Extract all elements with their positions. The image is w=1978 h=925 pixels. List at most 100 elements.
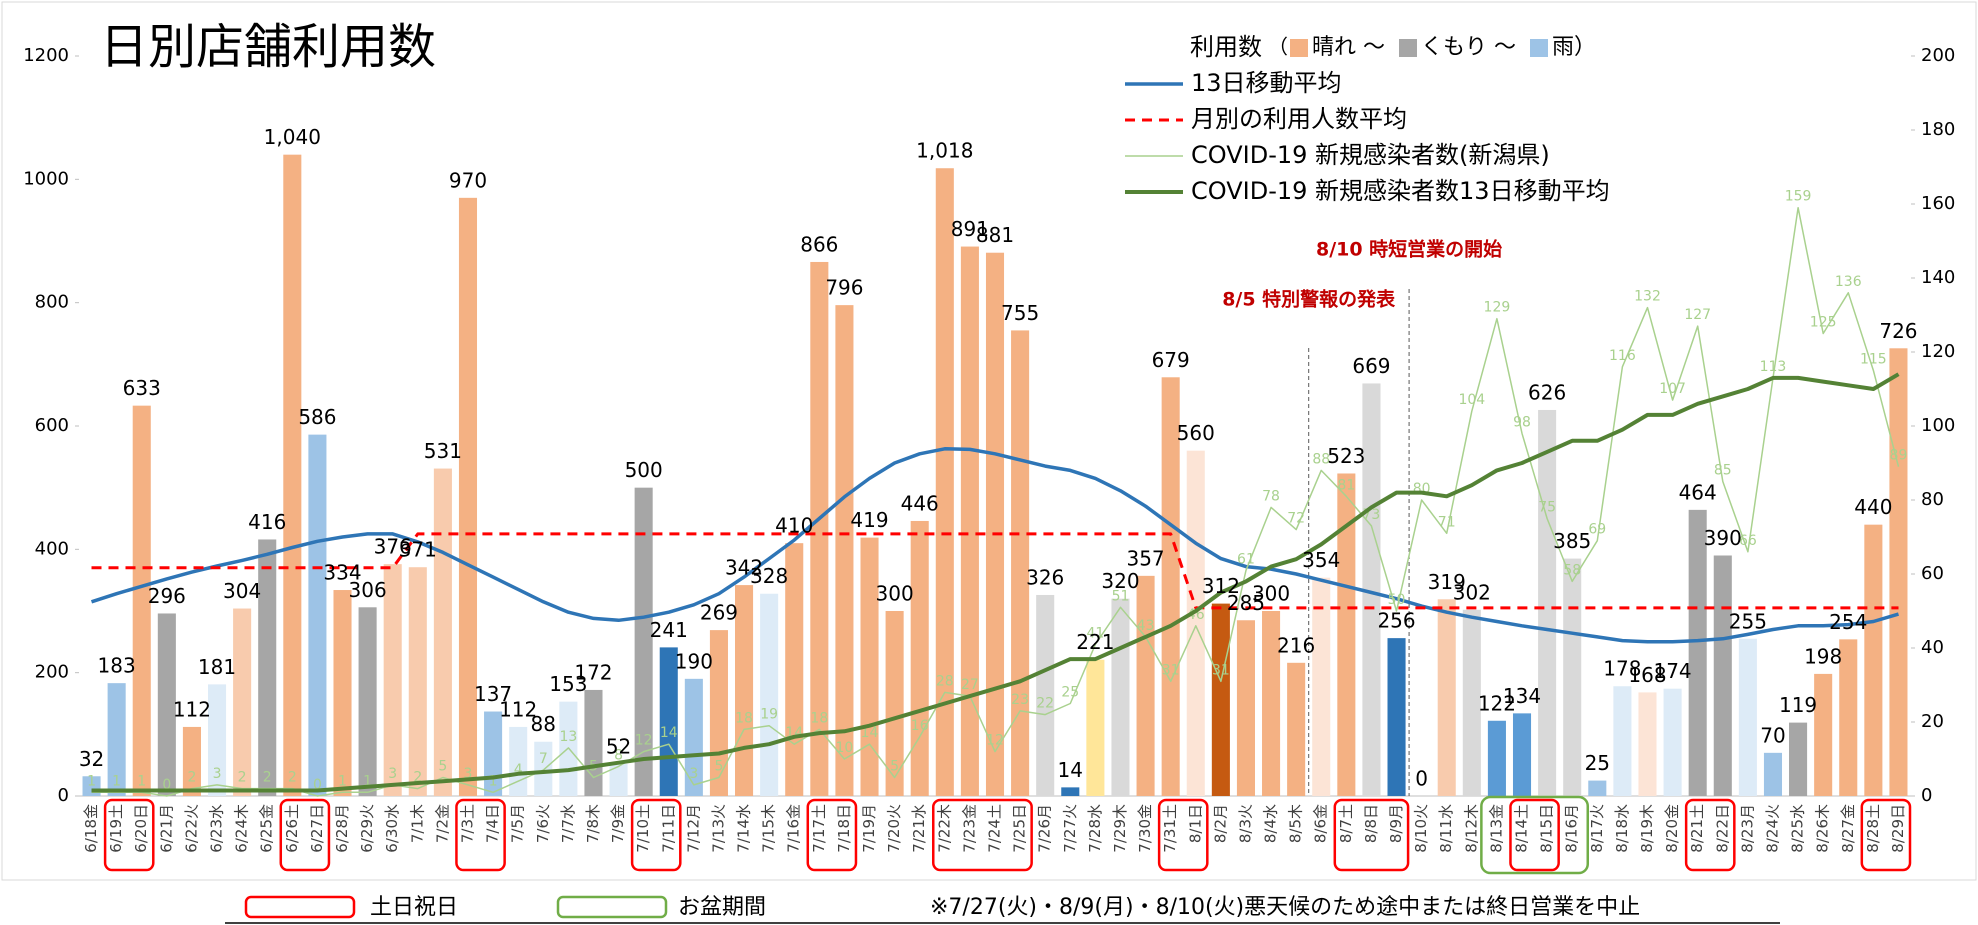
- x-tick-label: 7/22木: [935, 804, 953, 853]
- covid-label: 31: [1212, 662, 1230, 678]
- value-label: 183: [98, 654, 136, 678]
- value-label: 796: [825, 276, 863, 300]
- value-label: 328: [750, 564, 788, 588]
- value-label: 319: [1428, 570, 1466, 594]
- covid-label: 12: [635, 733, 653, 749]
- bar: [1186, 450, 1205, 796]
- bar: [1312, 577, 1331, 796]
- bar: [1563, 558, 1582, 796]
- x-tick-label: 7/29木: [1111, 804, 1129, 853]
- bar: [1111, 598, 1130, 796]
- x-tick-label: 6/23水: [208, 804, 226, 853]
- value-label: 357: [1126, 546, 1164, 570]
- bar: [1789, 722, 1808, 796]
- covid-label: 127: [1684, 307, 1711, 323]
- value-label: 390: [1704, 526, 1742, 550]
- bar: [885, 611, 904, 796]
- value-label: 531: [424, 439, 462, 463]
- legend-label: 晴れ ～: [1312, 35, 1385, 60]
- value-label: 464: [1679, 480, 1717, 504]
- x-tick-label: 8/4水: [1262, 804, 1280, 843]
- legend-swatch: [1530, 39, 1548, 57]
- holiday-box: [1157, 798, 1209, 872]
- y-tick-label: 1000: [23, 168, 69, 189]
- covid-label: 136: [1835, 274, 1862, 290]
- holiday-box: [455, 798, 506, 872]
- value-label: 300: [876, 582, 914, 606]
- bar: [182, 726, 201, 796]
- value-label: 254: [1829, 610, 1867, 634]
- covid-label: 1: [137, 773, 146, 789]
- value-label: 255: [1729, 609, 1767, 633]
- x-tick-label: 8/8日: [1362, 804, 1380, 843]
- y2-tick-label: 160: [1921, 193, 1955, 214]
- value-label: 304: [223, 579, 261, 603]
- covid-label: 27: [961, 677, 979, 693]
- value-label: 52: [606, 734, 631, 758]
- y2-tick-label: 200: [1921, 45, 1955, 66]
- x-tick-label: 7/18日: [835, 804, 853, 853]
- bar: [785, 543, 804, 796]
- x-tick-label: 8/19木: [1638, 804, 1656, 853]
- x-tick-label: 7/4日: [484, 804, 502, 843]
- value-label: 342: [725, 556, 763, 580]
- holiday-box: [932, 798, 1033, 872]
- covid-label: 3: [689, 766, 698, 782]
- covid-label: 3: [213, 766, 222, 782]
- x-tick-label: 7/2金: [433, 804, 451, 843]
- holiday-box: [279, 798, 331, 872]
- bar: [1287, 662, 1306, 796]
- covid-label: 85: [1714, 463, 1732, 479]
- covid-label: 5: [438, 759, 447, 775]
- covid-label: 78: [1262, 488, 1280, 504]
- value-label: 626: [1528, 380, 1566, 404]
- bar: [1036, 594, 1055, 796]
- bar: [810, 261, 829, 796]
- bar: [1738, 638, 1757, 796]
- annotation: 8/5 特別警報の発表: [1222, 288, 1396, 311]
- covid-label: 3: [388, 766, 397, 782]
- value-label: 153: [549, 672, 587, 696]
- value-label: 633: [123, 376, 161, 400]
- x-tick-label: 6/24木: [233, 804, 251, 853]
- bar: [1889, 348, 1908, 796]
- y-tick-label: 1200: [23, 45, 69, 66]
- value-label: 312: [1202, 574, 1240, 598]
- x-tick-label: 8/12木: [1462, 804, 1480, 853]
- x-tick-label: 8/15日: [1538, 804, 1556, 853]
- covid-label: 16: [911, 718, 929, 734]
- covid-label: 18: [735, 710, 753, 726]
- x-tick-label: 7/14水: [735, 804, 753, 853]
- x-tick-label: 8/6金: [1312, 804, 1330, 843]
- x-tick-label: 8/14土: [1513, 804, 1531, 853]
- value-label: 446: [901, 491, 939, 515]
- chart-title: 日別店舗利用数: [100, 19, 436, 75]
- covid-label: 2: [187, 770, 196, 786]
- covid-label: 113: [1760, 359, 1787, 375]
- bar: [1613, 686, 1632, 796]
- footer-label: 土日祝日: [370, 895, 458, 920]
- bar: [132, 405, 151, 796]
- legend-label: （: [1268, 35, 1288, 59]
- bar: [207, 684, 227, 796]
- bar: [1061, 787, 1080, 796]
- value-label: 70: [1760, 723, 1785, 747]
- bar: [684, 678, 703, 796]
- covid-label: 22: [1036, 696, 1054, 712]
- covid-label: 2: [263, 770, 272, 786]
- covid-label: 5: [714, 759, 723, 775]
- value-label: 306: [349, 578, 387, 602]
- value-label: 755: [1001, 301, 1039, 325]
- covid-label: 98: [1513, 414, 1531, 430]
- value-label: 172: [574, 660, 612, 684]
- bar: [1588, 780, 1607, 796]
- legend-label: 雨）: [1552, 35, 1596, 60]
- value-label: 198: [1804, 644, 1842, 668]
- value-label: 881: [976, 223, 1014, 247]
- value-label: 385: [1553, 529, 1591, 553]
- covid-label: 3: [464, 766, 473, 782]
- x-tick-label: 7/1木: [408, 804, 426, 843]
- x-tick-label: 8/28土: [1864, 804, 1882, 853]
- x-tick-label: 7/5月: [509, 804, 527, 843]
- value-label: 269: [700, 601, 738, 625]
